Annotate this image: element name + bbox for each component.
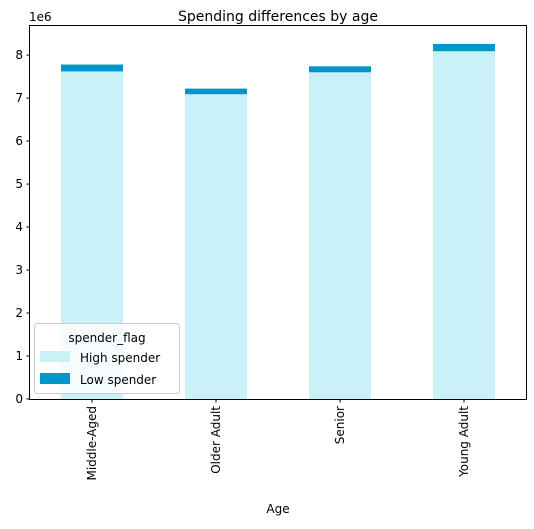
bar-low-spender-0 (61, 64, 123, 72)
y-axis: 0 1 2 3 4 5 6 7 8 (15, 48, 30, 406)
bar-high-spender-2 (309, 72, 371, 399)
legend-label-high-spender: High spender (80, 351, 160, 365)
bar-low-spender-1 (185, 88, 247, 95)
y-tick-label: 1 (15, 349, 23, 363)
x-axis-label: Age (266, 502, 289, 516)
axes-layer (29, 25, 527, 400)
x-tick-label: Young Adult (457, 406, 471, 478)
y-axis-offset-text: 1e6 (29, 10, 52, 24)
y-tick-label: 7 (15, 91, 23, 105)
legend-swatch-high-spender (40, 351, 70, 362)
x-axis: Middle-Aged Older Adult Senior Young Adult (85, 399, 471, 481)
x-tick-label: Senior (333, 406, 347, 444)
y-tick-label: 4 (15, 220, 23, 234)
plot-frame (29, 25, 527, 400)
bar-low-spender-3 (433, 43, 495, 52)
y-tick-label: 6 (15, 134, 23, 148)
y-tick-label: 2 (15, 306, 23, 320)
x-tick-label: Middle-Aged (85, 406, 99, 481)
y-tick-label: 8 (15, 48, 23, 62)
y-tick-label: 5 (15, 177, 23, 191)
bar-low-spender-2 (309, 66, 371, 73)
legend-label-low-spender: Low spender (80, 373, 156, 387)
y-tick-label: 0 (15, 392, 23, 406)
y-tick-label: 3 (15, 263, 23, 277)
x-tick-label: Older Adult (209, 406, 223, 474)
chart-title: Spending differences by age (178, 9, 378, 25)
legend: spender_flag High spender Low spender (34, 323, 180, 394)
legend-swatch-low-spender (40, 373, 70, 384)
legend-title: spender_flag (68, 331, 145, 345)
legend-frame (34, 323, 180, 394)
bar-high-spender-3 (433, 51, 495, 399)
bars-layer (61, 43, 495, 400)
bar-high-spender-1 (185, 94, 247, 400)
